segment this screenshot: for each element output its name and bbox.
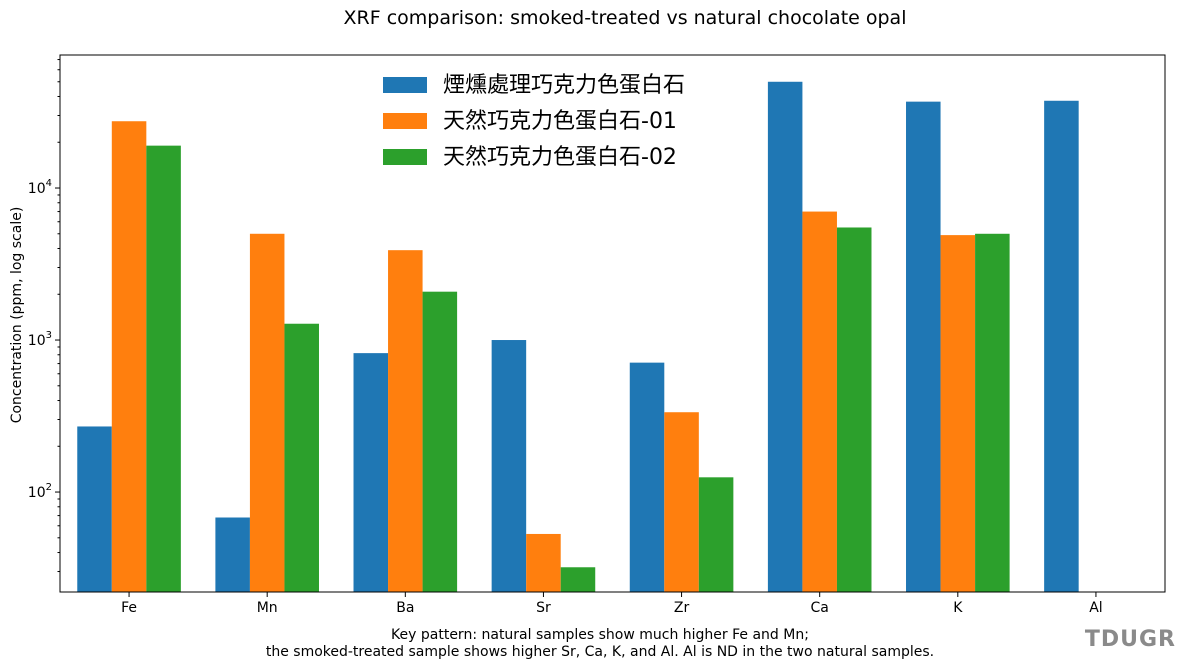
legend-label-2: 天然巧克力色蛋白石-01 [443,109,677,134]
bar-Sr-series-2 [526,533,561,592]
plot-frame [59,54,1166,593]
bar-K-series-1 [906,101,941,593]
bar-K-series-2 [940,235,976,593]
bar-Ba-series-2 [388,250,423,592]
y-tick-label: 102 [28,482,52,501]
x-tick-label: Fe [121,600,137,616]
x-tick-label: Al [1089,600,1102,616]
bar-Ca-series-1 [767,81,803,592]
bar-Ca-series-3 [836,227,872,592]
bars-group [77,81,1079,593]
bar-Ba-series-1 [353,353,389,592]
bar-Ba-series-3 [422,291,458,592]
y-tick-label: 103 [28,330,52,349]
chart-title: XRF comparison: smoked-treated vs natura… [344,7,907,29]
bar-Ca-series-2 [802,211,837,592]
caption-line-2: the smoked-treated sample shows higher S… [265,644,935,660]
bar-Zr-series-2 [664,412,699,592]
watermark: TDUGR [1084,627,1176,652]
x-tick-label: Zr [674,600,690,616]
y-axis-label: Concentration (ppm, log scale) [9,207,25,424]
bar-Sr-series-3 [560,567,596,592]
x-tick-label: Ba [396,600,414,616]
caption-line-1: Key pattern: natural samples show much h… [391,627,809,643]
bar-Sr-series-1 [491,340,527,592]
bar-Fe-series-2 [111,121,147,593]
y-axis-ticks: 102 103 104 [28,59,60,573]
x-axis-ticks: Fe Mn Ba Sr Zr Ca K Al [121,592,1103,616]
x-tick-label: Ca [811,600,829,616]
legend-label-1: 煙燻處理巧克力色蛋白石 [443,73,685,98]
legend-swatch-3 [383,149,427,165]
bar-Mn-series-1 [215,517,250,592]
bar-Mn-series-2 [249,233,285,592]
bar-Mn-series-3 [284,323,319,592]
legend-swatch-2 [383,113,427,129]
legend-swatch-1 [383,77,427,93]
bar-Zr-series-3 [698,477,734,592]
bar-Fe-series-3 [146,145,181,593]
x-tick-label: Sr [536,600,551,616]
x-tick-label: K [953,600,963,616]
x-tick-label: Mn [257,600,278,616]
bar-Al-series-1 [1044,100,1079,592]
legend-label-3: 天然巧克力色蛋白石-02 [443,145,677,170]
bar-Zr-series-1 [629,362,665,592]
bar-Fe-series-1 [77,426,112,592]
y-tick-label: 104 [28,178,52,197]
bar-K-series-3 [975,233,1010,592]
